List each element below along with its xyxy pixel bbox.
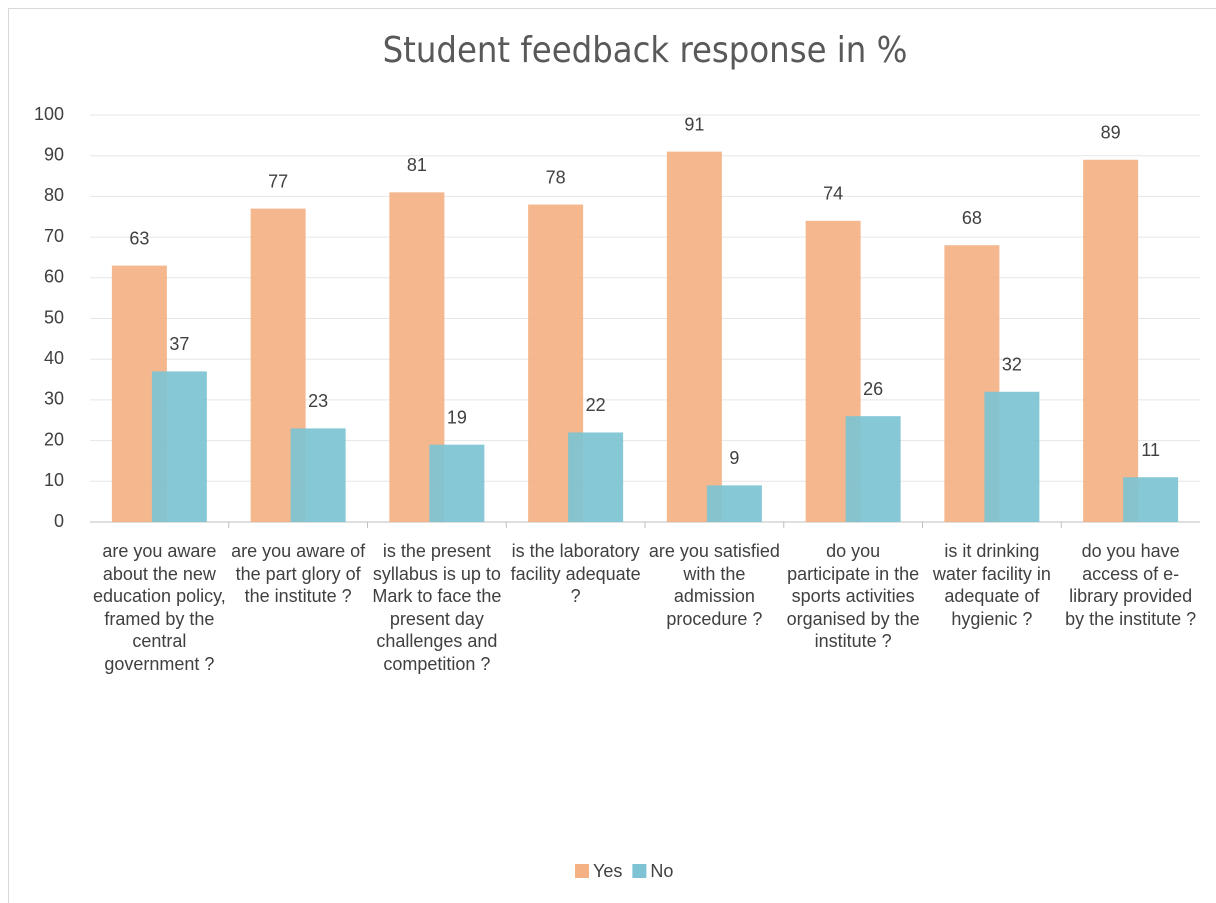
y-tick-label: 30 [44,389,64,409]
bar [429,444,485,522]
y-tick-label: 20 [44,429,64,449]
y-tick-label: 50 [44,307,64,327]
data-label: 68 [962,208,982,228]
data-label: 32 [1002,355,1022,375]
x-tick-label: is the present syllabus is up to Mark to… [372,541,502,674]
legend-label: No [650,861,673,881]
data-label: 9 [729,448,739,468]
data-label: 81 [407,155,427,175]
data-label: 11 [1141,440,1160,460]
y-tick-label: 0 [54,511,64,531]
data-label: 63 [129,228,149,248]
data-label: 89 [1101,123,1121,143]
y-tick-label: 70 [44,226,64,246]
data-label: 22 [586,395,606,415]
bar [706,485,762,522]
data-label: 26 [863,379,883,399]
y-tick-label: 40 [44,348,64,368]
y-tick-label: 90 [44,144,64,164]
x-tick-label: do you participate in the sports activit… [786,541,920,651]
y-tick-label: 60 [44,267,64,287]
data-label: 77 [268,171,288,191]
bar [151,371,207,522]
x-tick-label: are you aware about the new education po… [93,541,226,674]
bar [290,428,346,522]
x-tick-label: are you satisfied with the admission pro… [648,541,780,629]
y-tick-label: 100 [34,104,64,124]
data-label: 74 [823,184,843,204]
data-label: 23 [308,391,328,411]
legend-label: Yes [593,861,622,881]
bar [666,151,722,522]
data-label: 19 [447,407,467,427]
bar [1083,159,1139,522]
x-tick-label: do you have access of e-library provided… [1065,541,1197,629]
y-tick-label: 10 [44,470,64,490]
data-label: 91 [684,114,704,134]
bar [845,416,901,522]
legend-swatch [575,864,589,878]
legend-swatch [632,864,647,878]
bar [984,391,1040,522]
bar [568,432,624,522]
y-tick-label: 80 [44,185,64,205]
data-label: 37 [169,334,189,354]
x-tick-label: is the laboratory facility adequate ? [510,541,641,606]
bar [1123,477,1179,522]
x-tick-label: are you aware of the part glory of the i… [231,541,366,606]
x-tick-label: is it drinking water facility in adequat… [932,541,1051,629]
chart-title: Student feedback response in % [383,30,908,71]
data-label: 78 [546,167,566,187]
